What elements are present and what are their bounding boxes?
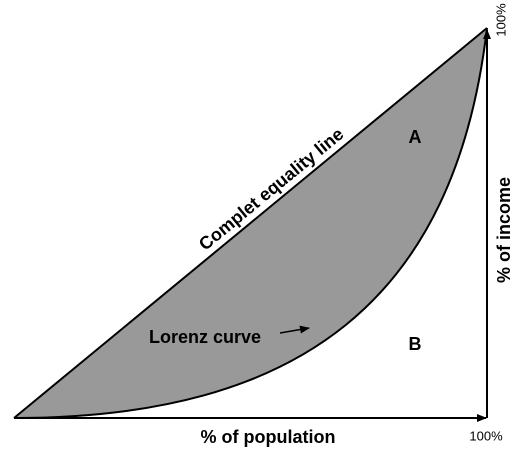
x-end-label: 100% <box>469 428 503 443</box>
region-a-label: A <box>409 127 422 147</box>
equality-line <box>13 27 488 419</box>
y-axis-label: % of income <box>494 177 512 283</box>
lorenz-pointer <box>279 325 310 334</box>
region-b-label: B <box>409 334 422 354</box>
x-axis-label: % of population <box>201 427 336 447</box>
lorenz-label: Lorenz curve <box>149 327 261 347</box>
lorenz-curve <box>13 27 488 419</box>
y-end-label: 100% <box>493 3 508 37</box>
